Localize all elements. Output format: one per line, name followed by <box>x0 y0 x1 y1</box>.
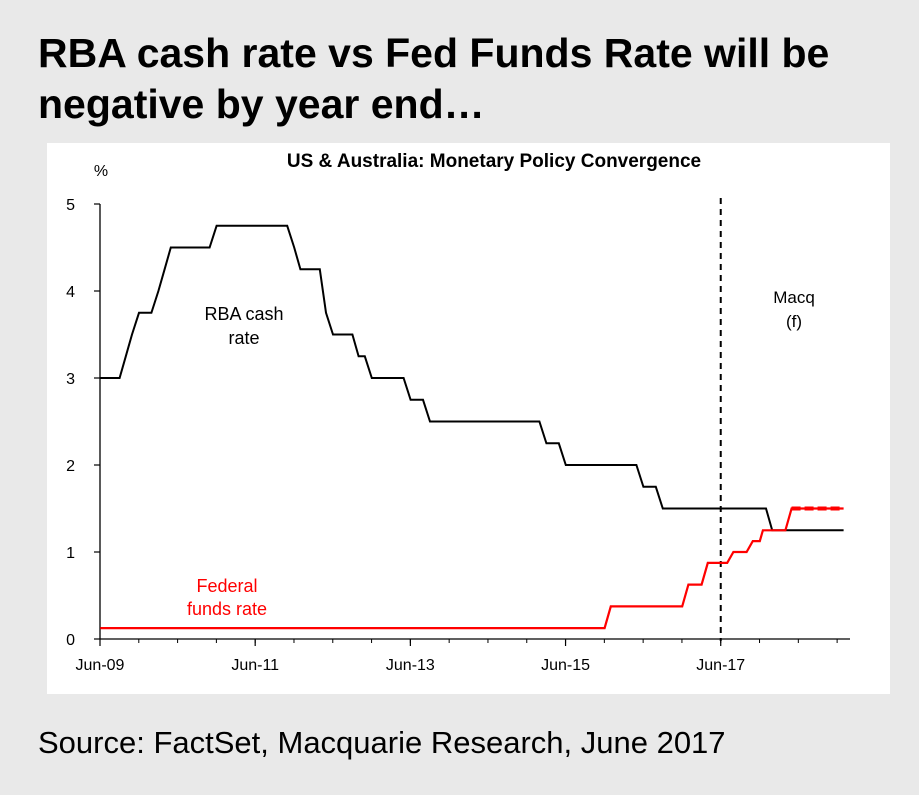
series-label-fed-line2: funds rate <box>187 599 267 619</box>
forecast-label-line2: (f) <box>786 312 802 331</box>
y-tick-label: 5 <box>66 197 75 214</box>
y-axis-unit-label: % <box>94 163 108 180</box>
chart-panel: US & Australia: Monetary Policy Converge… <box>47 143 890 694</box>
slide-title: RBA cash rate vs Fed Funds Rate will be … <box>38 30 830 127</box>
series-line-rba-cash-rate <box>100 224 844 532</box>
x-tick-label: Jun-09 <box>76 657 125 674</box>
x-tick-label: Jun-15 <box>541 657 590 674</box>
x-tick-label: Jun-17 <box>696 657 745 674</box>
series-label-fed-line1: Federal <box>196 576 257 596</box>
y-tick-label: 2 <box>66 458 75 475</box>
x-tick-label: Jun-13 <box>386 657 435 674</box>
series-label-rba-line2: rate <box>228 328 259 348</box>
y-tick-label: 1 <box>66 545 75 562</box>
series-label-rba-line1: RBA cash <box>204 304 283 324</box>
source-note: Source: FactSet, Macquarie Research, Jun… <box>38 725 726 760</box>
y-tick-label: 0 <box>66 632 75 649</box>
chart-svg: US & Australia: Monetary Policy Converge… <box>66 151 850 674</box>
x-tick-label: Jun-11 <box>231 657 279 674</box>
series-line-federal-funds-rate <box>100 507 844 630</box>
chart-title: US & Australia: Monetary Policy Converge… <box>287 151 701 172</box>
y-tick-label: 4 <box>66 284 75 301</box>
y-tick-label: 3 <box>66 371 75 388</box>
forecast-label-line1: Macq <box>773 288 815 307</box>
